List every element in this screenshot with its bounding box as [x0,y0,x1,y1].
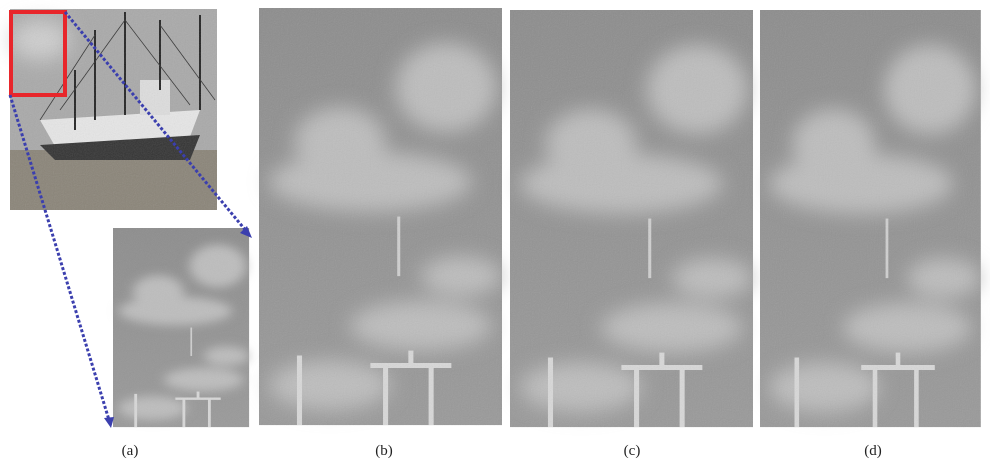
inset [113,228,249,427]
panel-d [760,10,981,427]
caption: (c) [624,443,641,459]
panel-c [510,10,753,427]
original-image [10,9,217,210]
caption: (d) [864,443,882,459]
panel-b [259,8,502,425]
figure: (a) (b) (c) (d) [0,0,990,464]
arrow-head [104,417,114,428]
caption: (b) [375,443,393,459]
caption: (a) [122,443,139,459]
